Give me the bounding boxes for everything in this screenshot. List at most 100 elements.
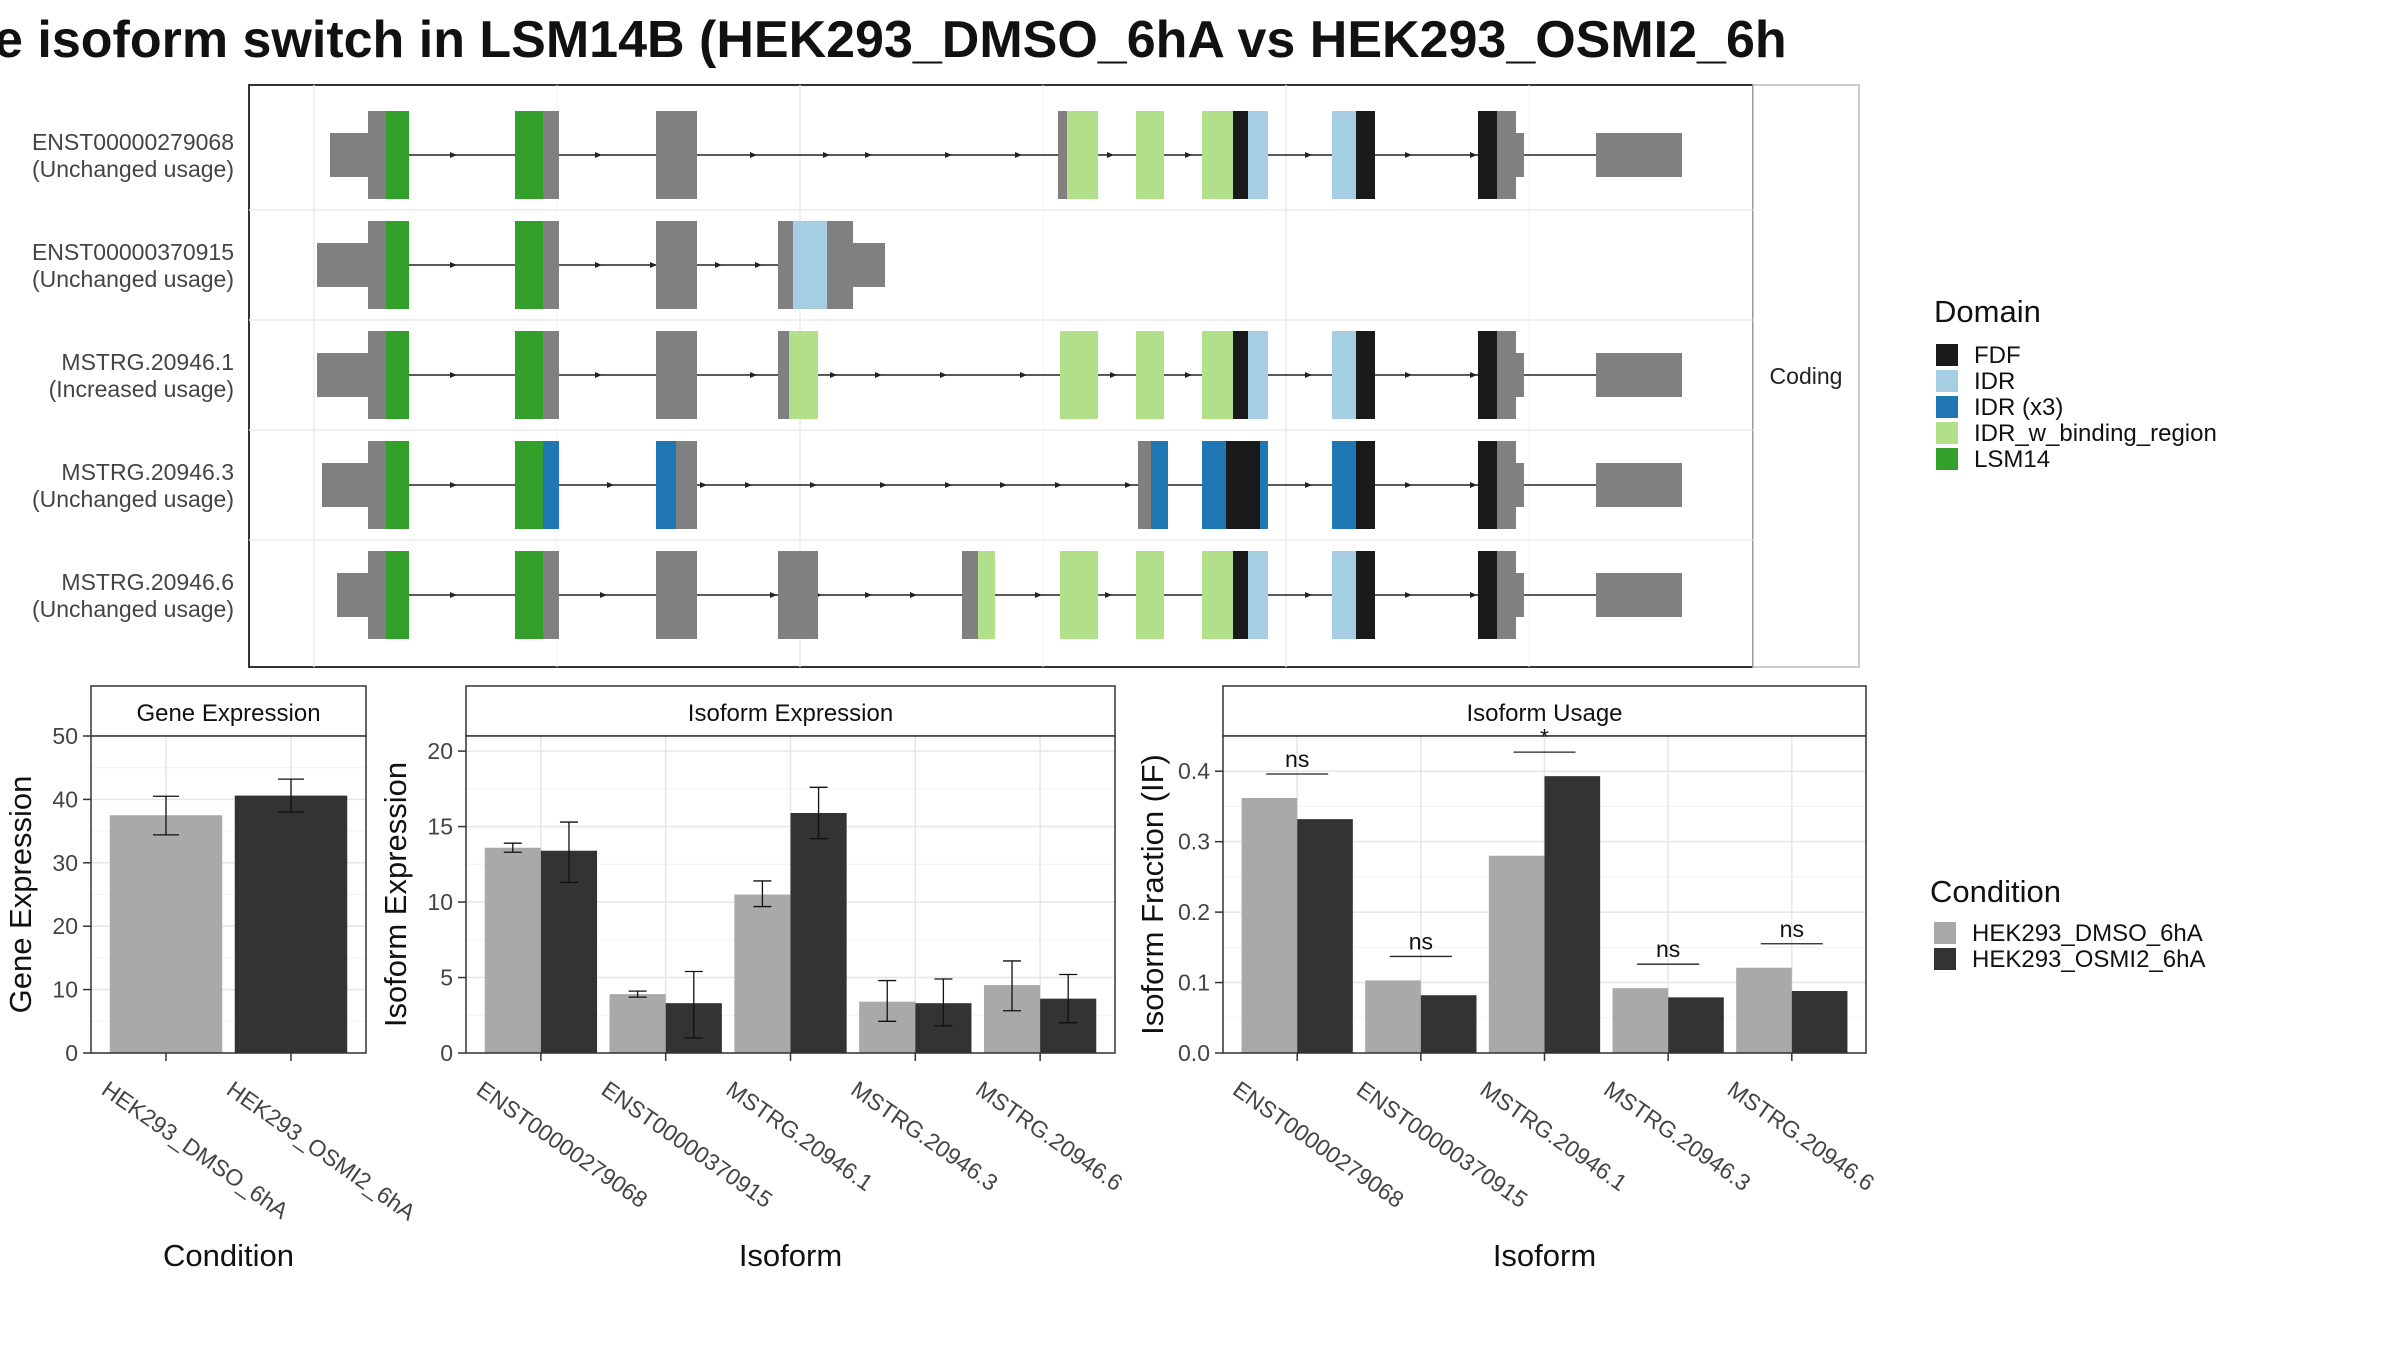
error-bar: [684, 970, 703, 1039]
exon-segment: [515, 111, 543, 199]
legend-label: IDR_w_binding_region: [1974, 420, 2217, 447]
significance-label: ns: [1656, 936, 1680, 962]
exon-segment: [778, 221, 793, 309]
strand-arrow: [865, 592, 872, 598]
strand-arrow: [595, 152, 602, 158]
exon-segment: [1060, 331, 1098, 419]
exon-segment: [1202, 441, 1226, 529]
exon-segment: [543, 441, 559, 529]
strand-arrow: [880, 482, 887, 488]
strand-arrow: [450, 482, 457, 488]
error-bar: [809, 786, 828, 840]
exon-segment: [793, 221, 827, 309]
exon-segment: [1202, 331, 1233, 419]
y-tick-label: 0: [440, 1040, 453, 1066]
strand-arrow: [830, 372, 837, 378]
panel-title: Isoform Expression: [688, 700, 893, 727]
strand-arrow: [1000, 482, 1007, 488]
exon-segment: [1233, 331, 1248, 419]
exon-segment: [1058, 111, 1067, 199]
error-bar: [1059, 973, 1078, 1024]
strand-arrow: [945, 482, 952, 488]
transcript-row: MSTRG.20946.3(Unchanged usage): [32, 441, 1682, 529]
utr-segment: [322, 463, 368, 507]
utr-segment: [1516, 463, 1524, 507]
exon-segment: [1260, 441, 1268, 529]
strand-arrow: [1125, 482, 1132, 488]
strand-arrow: [1110, 372, 1117, 378]
transcript-status-label: (Unchanged usage): [32, 266, 234, 292]
bar: [1668, 997, 1724, 1053]
bar-panel: Isoform Expression05101520ENST0000027906…: [378, 685, 1128, 1273]
strand-arrow: [1470, 152, 1477, 158]
error-bar: [559, 821, 578, 884]
exon-segment: [1138, 441, 1151, 529]
significance-label: ns: [1409, 928, 1433, 954]
exon-segment: [1248, 331, 1268, 419]
bar: [484, 847, 541, 1053]
exon-segment: [1332, 111, 1356, 199]
transcript-row: MSTRG.20946.1(Increased usage): [49, 331, 1682, 419]
strand-arrow: [945, 152, 952, 158]
exon-segment: [543, 331, 559, 419]
exon-segment: [789, 331, 818, 419]
x-axis-title: Isoform: [739, 1238, 842, 1273]
bar: [1544, 776, 1601, 1053]
exon-segment: [656, 441, 676, 529]
y-tick-label: 20: [427, 738, 453, 764]
exon-segment: [1136, 551, 1164, 639]
bar: [1297, 819, 1353, 1053]
strand-arrow: [745, 482, 752, 488]
legend-label: HEK293_OSMI2_6hA: [1972, 946, 2205, 973]
y-tick-label: 5: [440, 965, 453, 991]
exon-segment: [386, 111, 409, 199]
exon-segment: [1060, 551, 1098, 639]
utr-segment: [1596, 133, 1682, 177]
utr-segment: [1596, 353, 1682, 397]
exon-segment: [515, 551, 543, 639]
bar: [1791, 991, 1848, 1053]
strand-arrow: [600, 592, 607, 598]
strand-arrow: [450, 592, 457, 598]
legend-swatch: [1936, 370, 1958, 392]
exon-segment: [1332, 331, 1356, 419]
transcript-status-label: (Unchanged usage): [32, 486, 234, 512]
strand-arrow: [450, 262, 457, 268]
significance-label: *: [1540, 724, 1549, 750]
strand-arrow: [1305, 152, 1312, 158]
exon-segment: [1136, 111, 1164, 199]
y-axis-title: Isoform Expression: [378, 762, 413, 1027]
strand-arrow: [940, 372, 947, 378]
exon-segment: [515, 331, 543, 419]
exon-segment: [1332, 441, 1356, 529]
facet-strip: [1752, 84, 1860, 668]
exon-segment: [368, 221, 386, 309]
x-axis-title: Isoform: [1493, 1238, 1596, 1273]
utr-segment: [317, 243, 368, 287]
y-tick-label: 50: [52, 723, 78, 749]
legend-label: HEK293_DMSO_6hA: [1972, 920, 2203, 947]
exon-segment: [1151, 441, 1168, 529]
exon-segment: [778, 551, 818, 639]
strand-arrow: [770, 592, 777, 598]
y-tick-label: 30: [52, 850, 78, 876]
bar: [790, 812, 847, 1053]
plot-frame: [90, 735, 367, 1054]
transcript-status-label: (Unchanged usage): [32, 156, 234, 182]
exon-segment: [515, 441, 543, 529]
error-bar: [1003, 960, 1022, 1012]
panel-title: Gene Expression: [136, 700, 320, 727]
significance-label: ns: [1780, 916, 1804, 942]
bar: [109, 815, 223, 1053]
strand-arrow: [755, 262, 762, 268]
legend-label: LSM14: [1974, 446, 2050, 473]
error-bar: [278, 778, 304, 813]
strand-arrow: [1405, 372, 1412, 378]
y-tick-label: 40: [52, 786, 78, 812]
strand-arrow: [1020, 372, 1027, 378]
strand-arrow: [450, 372, 457, 378]
strand-arrow: [1055, 482, 1062, 488]
exon-segment: [656, 551, 697, 639]
exon-segment: [368, 331, 386, 419]
